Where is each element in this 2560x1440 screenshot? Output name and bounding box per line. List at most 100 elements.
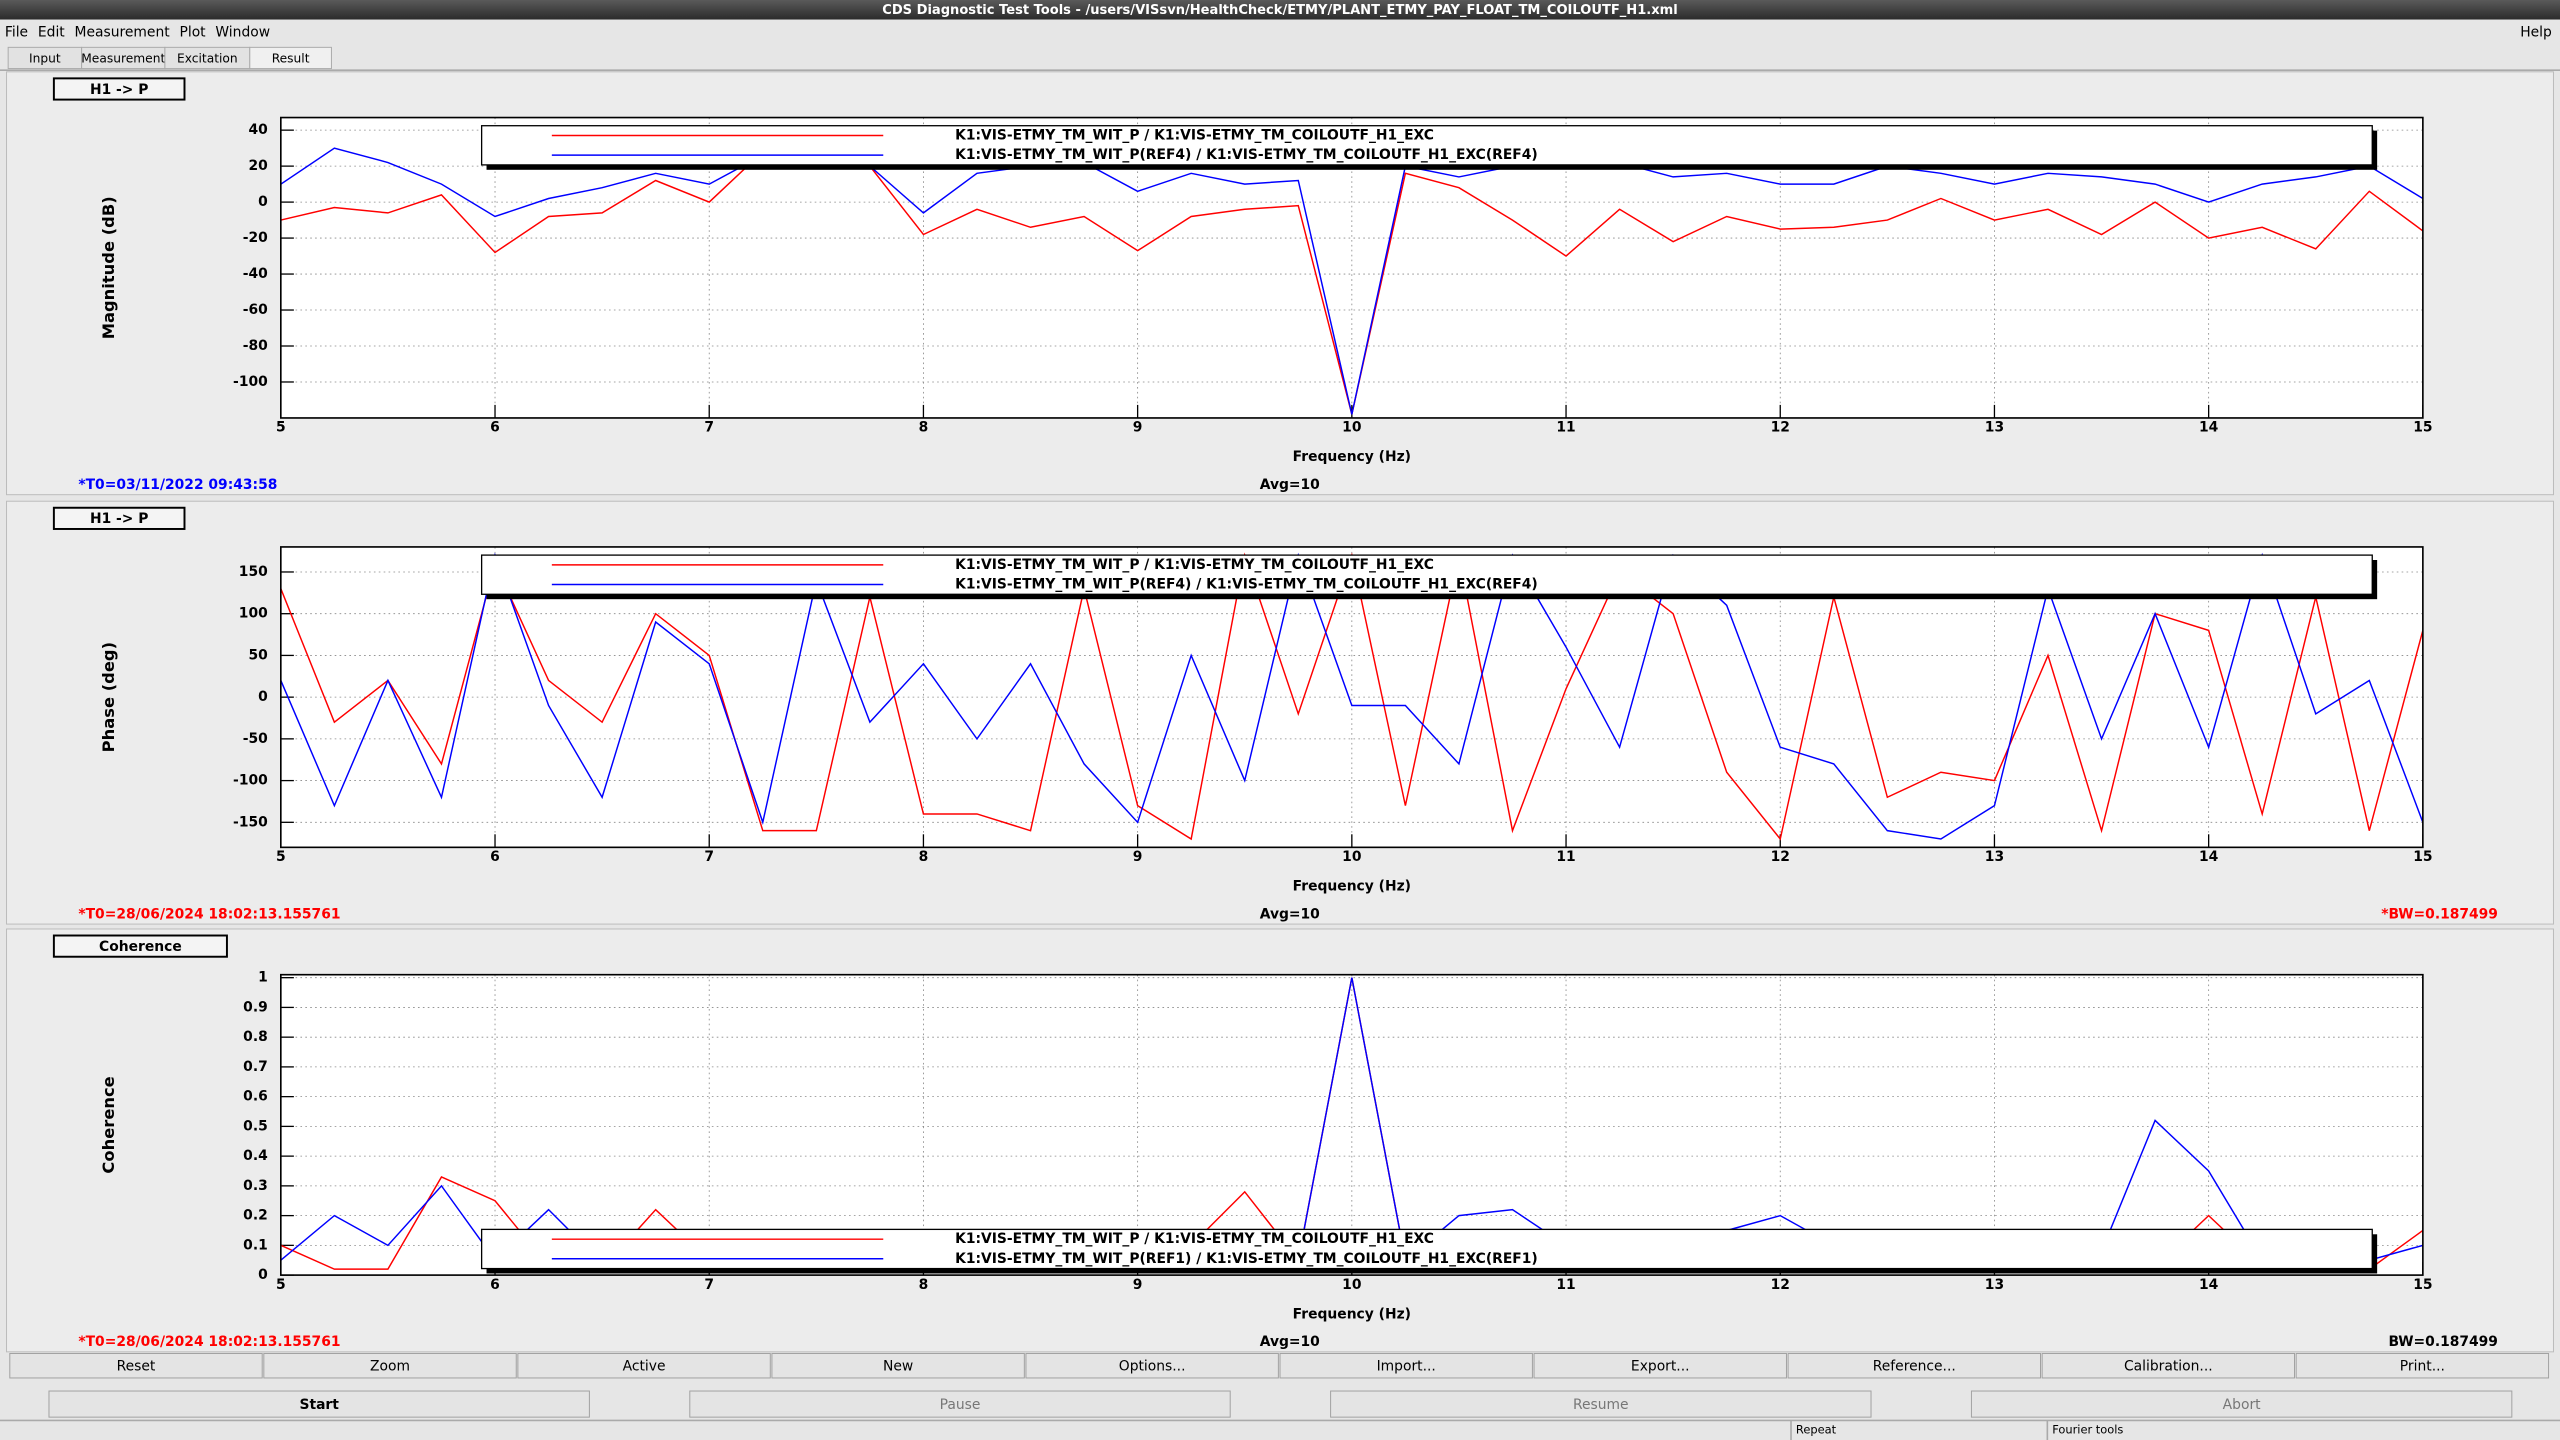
x-tick-label: 15 bbox=[2413, 849, 2432, 865]
action-button[interactable] bbox=[1787, 1352, 2041, 1379]
legend-label: K1:VIS-ETMY_TM_WIT_P / K1:VIS-ETMY_TM_CO… bbox=[955, 1231, 1434, 1247]
y-tick-label: 0.6 bbox=[243, 1089, 268, 1105]
action-button[interactable] bbox=[2041, 1352, 2296, 1379]
action-button[interactable] bbox=[1533, 1352, 1787, 1379]
control-button-label[interactable]: Start bbox=[299, 1397, 339, 1413]
y-tick-label: 0.5 bbox=[243, 1118, 268, 1134]
x-axis-label: Frequency (Hz) bbox=[1293, 879, 1411, 895]
control-button-label[interactable]: Pause bbox=[940, 1397, 981, 1413]
menu-item[interactable]: Window bbox=[215, 25, 270, 41]
y-tick-label: -40 bbox=[243, 266, 268, 282]
y-axis-label: Coherence bbox=[99, 1076, 118, 1173]
x-tick-label: 8 bbox=[919, 1277, 929, 1293]
action-button-label[interactable]: Export... bbox=[1631, 1359, 1690, 1375]
y-tick-label: 50 bbox=[248, 647, 267, 663]
action-button-label[interactable]: Print... bbox=[2400, 1359, 2445, 1375]
y-tick-label: -60 bbox=[243, 302, 268, 318]
menu-help[interactable]: Help bbox=[2520, 25, 2552, 41]
y-tick-label: 0.4 bbox=[243, 1148, 268, 1164]
action-button-label[interactable]: New bbox=[883, 1359, 913, 1375]
action-button[interactable] bbox=[771, 1352, 1025, 1379]
action-button-label[interactable]: Calibration... bbox=[2124, 1359, 2213, 1375]
action-button-label[interactable]: Reset bbox=[117, 1359, 156, 1375]
menu-item[interactable]: Plot bbox=[179, 25, 206, 41]
plot-label-box[interactable] bbox=[52, 934, 228, 958]
control-button[interactable] bbox=[689, 1390, 1231, 1418]
control-button[interactable] bbox=[1330, 1390, 1872, 1418]
x-tick-label: 5 bbox=[276, 1277, 286, 1293]
status-field: Repeat bbox=[1796, 1423, 1837, 1437]
y-tick-label: 0.9 bbox=[243, 999, 268, 1015]
legend-label: K1:VIS-ETMY_TM_WIT_P / K1:VIS-ETMY_TM_CO… bbox=[955, 128, 1434, 144]
footer-center: Avg=10 bbox=[1260, 477, 1320, 493]
y-tick-label: 0 bbox=[258, 1267, 268, 1283]
x-tick-label: 13 bbox=[1985, 849, 2004, 865]
action-button-label[interactable]: Zoom bbox=[370, 1359, 410, 1375]
action-button[interactable] bbox=[1279, 1352, 1533, 1379]
plot-label[interactable]: H1 -> P bbox=[90, 82, 148, 98]
y-tick-label: 0.7 bbox=[243, 1059, 268, 1075]
tab[interactable] bbox=[249, 46, 332, 70]
action-button[interactable] bbox=[1025, 1352, 1279, 1379]
y-tick-label: -150 bbox=[233, 814, 268, 830]
tab-label[interactable]: Result bbox=[272, 51, 310, 65]
x-tick-label: 9 bbox=[1133, 420, 1143, 436]
x-tick-label: 5 bbox=[276, 849, 286, 865]
tab-label[interactable]: Input bbox=[29, 51, 61, 65]
legend-label: K1:VIS-ETMY_TM_WIT_P(REF4) / K1:VIS-ETMY… bbox=[955, 576, 1538, 592]
action-button[interactable] bbox=[9, 1352, 263, 1379]
y-tick-label: 100 bbox=[239, 606, 268, 622]
x-tick-label: 15 bbox=[2413, 1277, 2432, 1293]
x-axis-label: Frequency (Hz) bbox=[1293, 449, 1411, 465]
plot-label-box[interactable] bbox=[52, 77, 186, 101]
x-tick-label: 14 bbox=[2199, 420, 2218, 436]
x-tick-label: 11 bbox=[1556, 1277, 1575, 1293]
menu-item[interactable]: Edit bbox=[38, 25, 65, 41]
action-button[interactable] bbox=[263, 1352, 517, 1379]
plot-label[interactable]: H1 -> P bbox=[90, 511, 148, 527]
x-tick-label: 5 bbox=[276, 420, 286, 436]
x-tick-label: 12 bbox=[1771, 849, 1790, 865]
tab-label[interactable]: Excitation bbox=[177, 51, 238, 65]
legend-label: K1:VIS-ETMY_TM_WIT_P(REF1) / K1:VIS-ETMY… bbox=[955, 1251, 1538, 1267]
legend-box bbox=[480, 1228, 2373, 1270]
control-button[interactable] bbox=[1970, 1390, 2513, 1418]
action-button[interactable] bbox=[517, 1352, 771, 1379]
menu-item[interactable]: File bbox=[5, 25, 28, 41]
action-button-label[interactable]: Import... bbox=[1377, 1359, 1436, 1375]
x-tick-label: 9 bbox=[1133, 1277, 1143, 1293]
legend-label: K1:VIS-ETMY_TM_WIT_P(REF4) / K1:VIS-ETMY… bbox=[955, 147, 1538, 163]
action-button-label[interactable]: Active bbox=[623, 1359, 666, 1375]
y-tick-label: 0 bbox=[258, 689, 268, 705]
y-tick-label: 0.3 bbox=[243, 1178, 268, 1194]
tab-label[interactable]: Measurement bbox=[81, 51, 165, 65]
footer-left: *T0=03/11/2022 09:43:58 bbox=[78, 477, 277, 493]
x-tick-label: 6 bbox=[490, 1277, 500, 1293]
y-tick-label: -80 bbox=[243, 338, 268, 354]
footer-center: Avg=10 bbox=[1260, 906, 1320, 922]
legend-label: K1:VIS-ETMY_TM_WIT_P / K1:VIS-ETMY_TM_CO… bbox=[955, 557, 1434, 573]
x-tick-label: 11 bbox=[1556, 849, 1575, 865]
y-tick-label: 40 bbox=[248, 122, 267, 138]
control-button[interactable] bbox=[48, 1390, 590, 1418]
x-tick-label: 7 bbox=[704, 1277, 714, 1293]
action-button-label[interactable]: Options... bbox=[1119, 1359, 1186, 1375]
x-axis-label: Frequency (Hz) bbox=[1293, 1306, 1411, 1322]
plot-frame bbox=[280, 546, 2424, 849]
x-tick-label: 7 bbox=[704, 849, 714, 865]
control-button-label[interactable]: Abort bbox=[2223, 1397, 2261, 1413]
x-tick-label: 8 bbox=[919, 420, 929, 436]
plot-label-box[interactable] bbox=[52, 506, 186, 530]
action-button-label[interactable]: Reference... bbox=[1873, 1359, 1956, 1375]
plot-label[interactable]: Coherence bbox=[99, 939, 182, 955]
menu-bar bbox=[0, 19, 2560, 45]
action-button[interactable] bbox=[2295, 1352, 2550, 1379]
control-button-label[interactable]: Resume bbox=[1573, 1397, 1629, 1413]
x-tick-label: 14 bbox=[2199, 1277, 2218, 1293]
series-line bbox=[280, 147, 2423, 415]
legend-box bbox=[480, 125, 2373, 166]
y-tick-label: -100 bbox=[233, 374, 268, 390]
y-tick-label: -100 bbox=[233, 773, 268, 789]
menu-item[interactable]: Measurement bbox=[75, 25, 171, 41]
